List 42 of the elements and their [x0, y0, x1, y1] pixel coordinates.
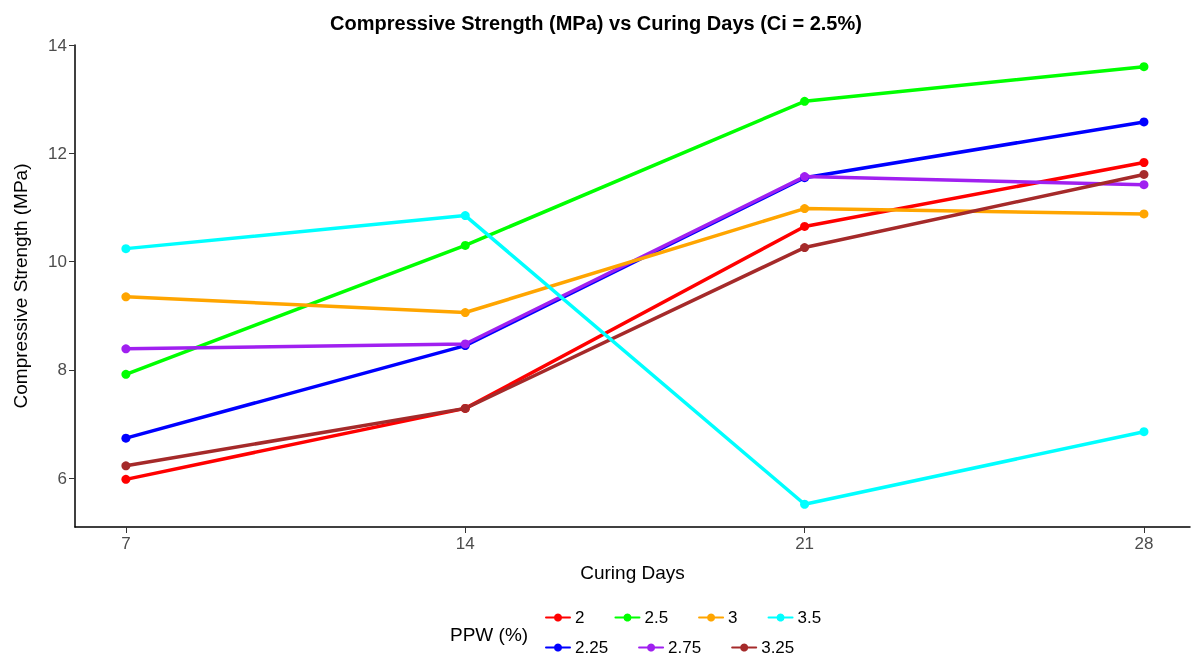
legend-label: 3.5	[797, 608, 822, 627]
point	[121, 474, 131, 484]
legend-label: 3	[728, 608, 738, 627]
x-tick-label: 7	[121, 534, 131, 553]
point	[800, 499, 810, 509]
y-tick-label: 8	[57, 360, 67, 380]
point	[1139, 158, 1149, 168]
point	[1139, 427, 1149, 437]
point	[800, 243, 810, 253]
point	[121, 244, 131, 254]
legend-title: PPW (%)	[450, 624, 529, 645]
chart-title: Compressive Strength (MPa) vs Curing Days (Ci = 2.5%)	[330, 12, 862, 34]
x-tick-label: 28	[1134, 534, 1154, 553]
point	[121, 369, 131, 379]
point	[121, 433, 131, 443]
legend-label: 2	[575, 608, 585, 627]
x-tick-label: 14	[455, 534, 475, 553]
point	[800, 204, 810, 214]
y-tick-label: 14	[48, 35, 67, 55]
point	[121, 461, 131, 471]
point	[121, 344, 131, 354]
legend-label: 2.25	[575, 638, 609, 657]
point	[1139, 169, 1149, 179]
y-tick-label: 12	[48, 143, 67, 163]
point	[1139, 180, 1149, 190]
point	[1139, 209, 1149, 219]
y-tick-label: 10	[48, 252, 67, 272]
legend-label: 2.75	[668, 638, 702, 657]
x-tick-label: 21	[795, 534, 815, 553]
point	[460, 211, 470, 221]
y-tick-label: 6	[57, 468, 67, 488]
point	[1139, 62, 1149, 72]
point	[121, 292, 131, 302]
point	[460, 308, 470, 318]
point	[800, 221, 810, 231]
y-axis-title: Compressive Strength (MPa)	[10, 163, 31, 409]
legend-label: 3.25	[761, 638, 795, 657]
point	[1139, 117, 1149, 127]
legend-label: 2.5	[644, 608, 669, 627]
x-axis-title: Curing Days	[580, 562, 685, 583]
point	[460, 240, 470, 250]
point	[800, 96, 810, 106]
